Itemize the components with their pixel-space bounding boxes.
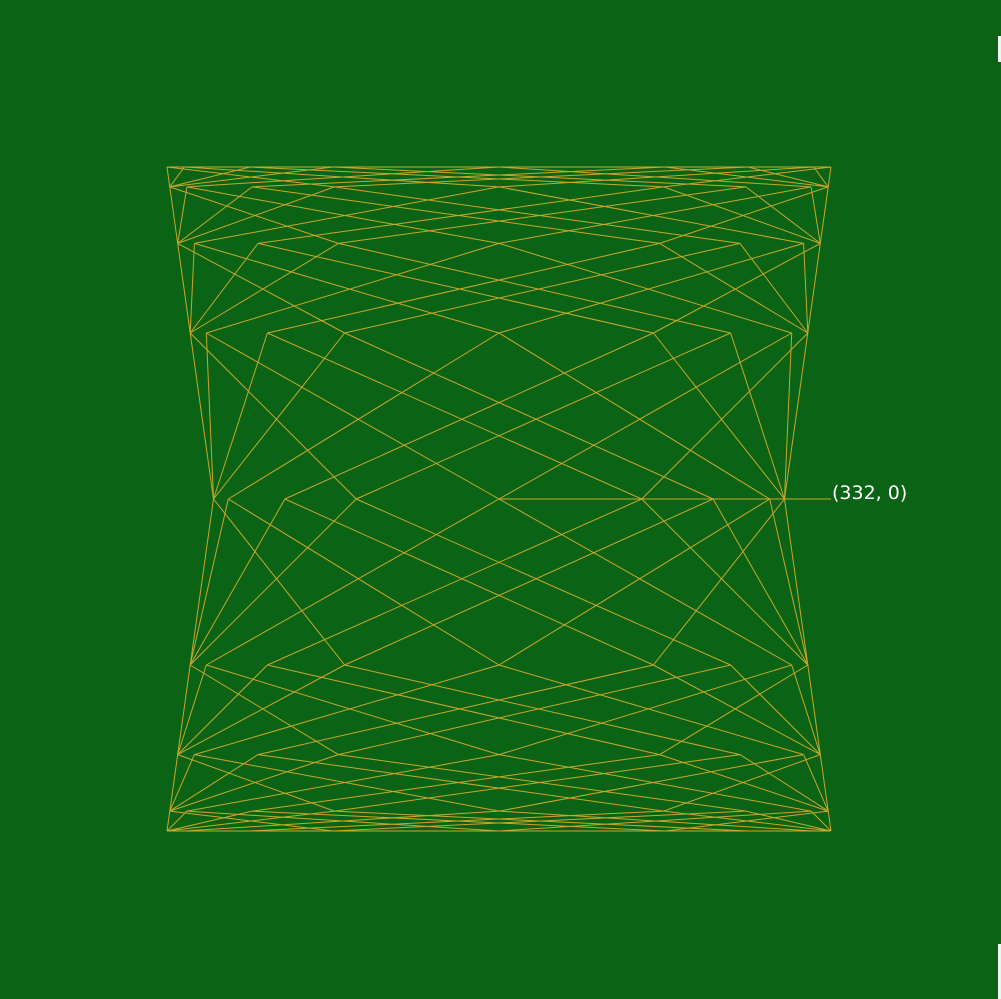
coordinate-label: (332, 0) bbox=[832, 481, 907, 505]
